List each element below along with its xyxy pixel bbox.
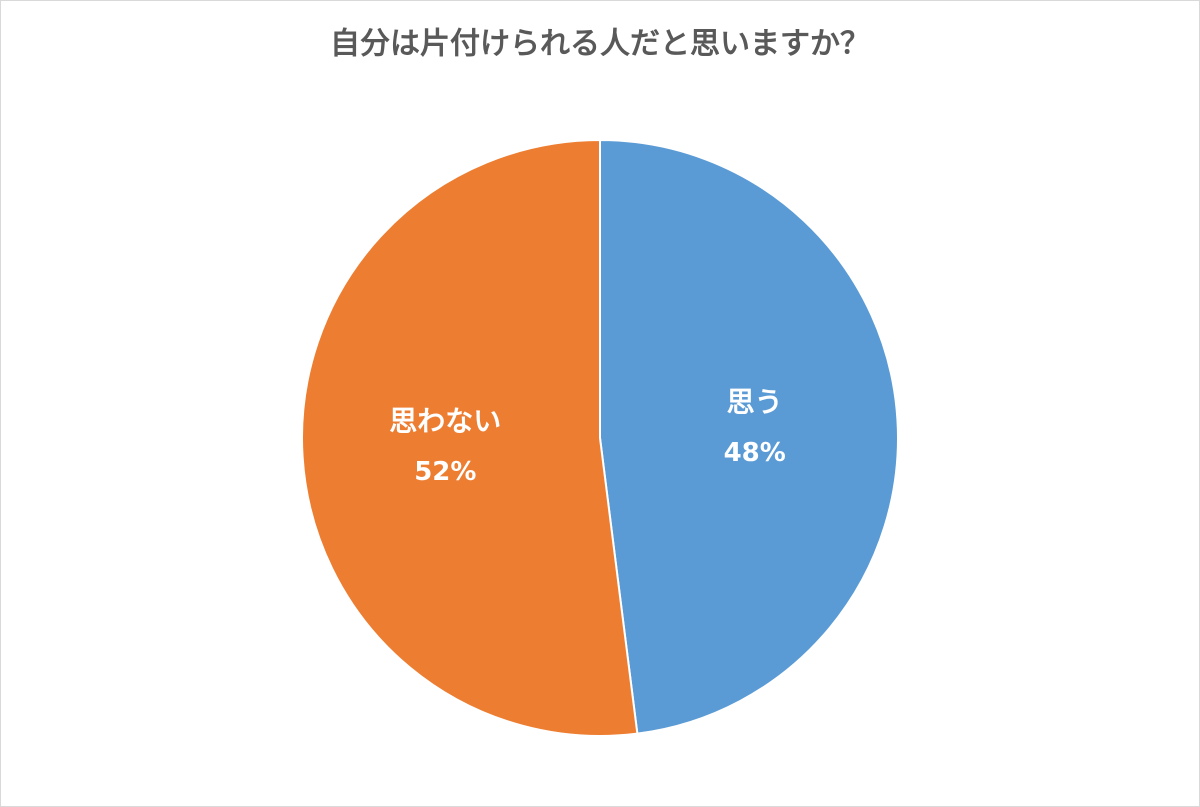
slice-category-label: 思う	[727, 385, 783, 418]
slice-value-label: 52%	[414, 457, 476, 487]
pie-slice	[301, 138, 639, 737]
chart-title: 自分は片付けられる人だと思いますか？	[330, 27, 870, 62]
pie-slice	[599, 138, 899, 735]
slice-category-label: 思わない	[389, 405, 501, 438]
slice-value-label: 48%	[724, 438, 786, 468]
